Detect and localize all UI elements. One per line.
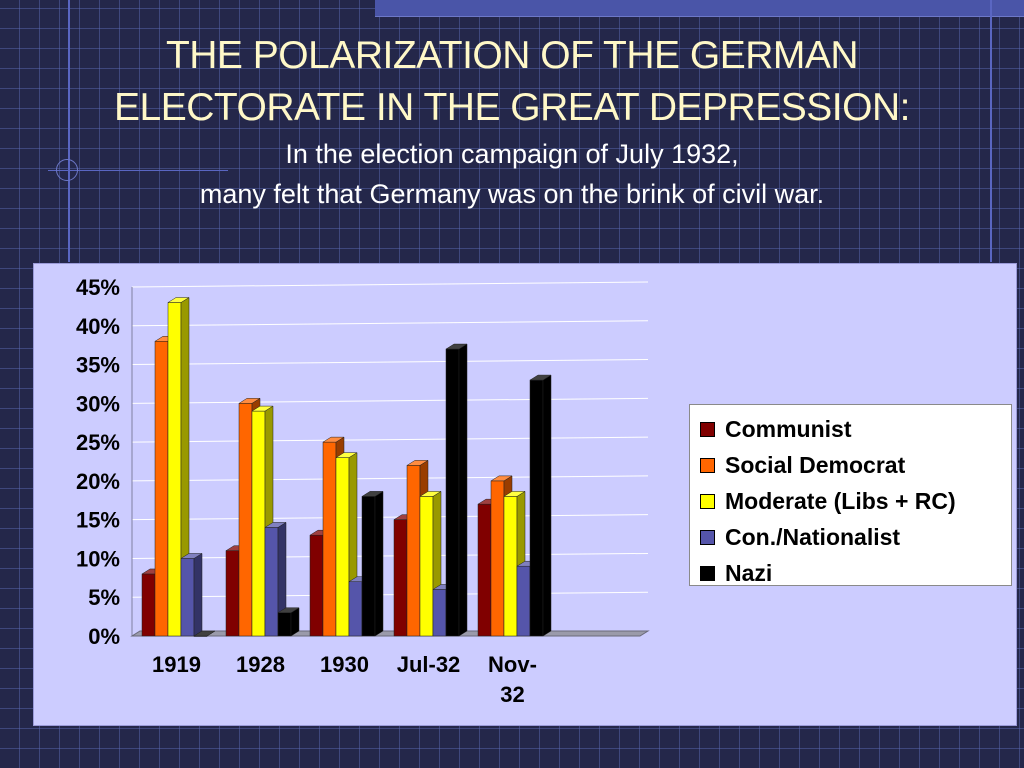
y-tick-label: 35% bbox=[76, 353, 120, 378]
bar bbox=[322, 441, 337, 637]
bar bbox=[419, 496, 434, 637]
bar-top bbox=[180, 553, 203, 559]
legend-label: Con./Nationalist bbox=[725, 523, 901, 550]
bar bbox=[167, 302, 182, 637]
y-tick-label: 40% bbox=[76, 314, 120, 339]
y-tick-label: 10% bbox=[76, 546, 120, 571]
bar-side bbox=[458, 343, 468, 637]
bar bbox=[361, 496, 376, 637]
legend-swatch bbox=[700, 529, 715, 545]
bar bbox=[141, 573, 156, 637]
gridline bbox=[131, 591, 649, 598]
bar-top bbox=[529, 374, 552, 381]
legend-label: Communist bbox=[725, 415, 852, 442]
bar bbox=[477, 503, 492, 637]
bar-top bbox=[251, 405, 274, 412]
bar bbox=[406, 465, 421, 637]
title-line-2: ELECTORATE IN THE GREAT DEPRESSION: bbox=[114, 86, 910, 129]
bar bbox=[490, 480, 505, 637]
bar bbox=[393, 519, 408, 637]
bar-top bbox=[361, 491, 384, 497]
bar bbox=[445, 348, 460, 637]
bar bbox=[348, 581, 363, 637]
bar-top bbox=[503, 491, 526, 497]
x-tick-label: Jul-32 bbox=[397, 652, 461, 677]
legend-swatch bbox=[700, 457, 715, 473]
bar-top bbox=[445, 343, 468, 350]
bar-top bbox=[490, 475, 513, 482]
slide-title: THE POLARIZATION OF THE GERMAN ELECTORAT… bbox=[0, 30, 1024, 214]
gridline bbox=[131, 436, 649, 443]
gridline bbox=[131, 359, 649, 366]
legend-item: Communist bbox=[700, 411, 1011, 447]
x-tick-label: 1919 bbox=[152, 652, 201, 677]
subtitle-line-2: many felt that Germany was on the brink … bbox=[199, 179, 825, 209]
bar bbox=[251, 410, 266, 637]
decorative-strip bbox=[375, 0, 1024, 17]
decorative-line bbox=[68, 0, 70, 262]
bar-top bbox=[322, 436, 345, 443]
gridline bbox=[131, 514, 649, 521]
gridline bbox=[131, 281, 649, 288]
bar bbox=[503, 496, 518, 637]
title-line-1: THE POLARIZATION OF THE GERMAN bbox=[165, 34, 859, 77]
bar bbox=[225, 550, 240, 637]
bar-top bbox=[419, 491, 442, 497]
y-tick-label: 15% bbox=[76, 508, 120, 533]
bar bbox=[309, 534, 324, 637]
gridline bbox=[131, 475, 649, 482]
legend-item: Social Democrat bbox=[700, 447, 1011, 483]
bar bbox=[335, 457, 350, 637]
y-tick-label: 5% bbox=[88, 585, 120, 610]
bar bbox=[180, 558, 195, 637]
y-tick-label: 20% bbox=[76, 469, 120, 494]
bar-top bbox=[264, 522, 287, 528]
bar bbox=[529, 379, 544, 637]
bar-top bbox=[277, 607, 300, 613]
x-tick-label: 1928 bbox=[236, 652, 285, 677]
legend-swatch bbox=[700, 565, 715, 581]
chart-area: 0% 5% 10% 15% 20% 25% 30% 35% 40% 45% 1919 1928 1930… bbox=[33, 263, 1017, 726]
bar bbox=[432, 589, 447, 637]
legend-item: Con./Nationalist bbox=[700, 519, 1011, 555]
bar bbox=[516, 565, 531, 637]
bar-top bbox=[193, 630, 216, 637]
legend-label: Social Democrat bbox=[725, 451, 906, 478]
bar bbox=[264, 527, 279, 637]
gridline bbox=[131, 397, 649, 404]
bar-side bbox=[374, 490, 384, 637]
bar-top bbox=[167, 297, 190, 303]
legend-swatch bbox=[700, 493, 715, 509]
gridline bbox=[131, 552, 649, 559]
bar bbox=[154, 341, 169, 637]
legend-label: Moderate (Libs + RC) bbox=[725, 487, 956, 514]
y-tick-label: 0% bbox=[88, 624, 120, 649]
bar-side bbox=[193, 552, 203, 637]
y-tick-label: 25% bbox=[76, 430, 120, 455]
x-tick-label: Nov-32 bbox=[488, 652, 537, 707]
bar bbox=[277, 612, 292, 637]
decorative-line bbox=[48, 170, 228, 171]
legend-swatch bbox=[700, 421, 715, 437]
x-tick-label: 1930 bbox=[320, 652, 369, 677]
chart-legend: Communist Social Democrat Moderate (Libs +… bbox=[689, 404, 1012, 586]
bar-top bbox=[335, 452, 358, 458]
legend-item: Nazi bbox=[700, 555, 1011, 591]
bar-top bbox=[406, 460, 429, 466]
decorative-line bbox=[990, 0, 992, 262]
gridline bbox=[131, 320, 649, 327]
legend-label: Nazi bbox=[725, 559, 773, 586]
subtitle-line-1: In the election campaign of July 1932, bbox=[285, 139, 739, 169]
bar-chart: 0% 5% 10% 15% 20% 25% 30% 35% 40% 45% 1919 1928 1930… bbox=[76, 275, 650, 707]
bar bbox=[238, 403, 253, 637]
bar-side bbox=[542, 374, 552, 637]
y-tick-label: 30% bbox=[76, 391, 120, 416]
decorative-circle bbox=[56, 159, 78, 181]
y-tick-label: 45% bbox=[76, 275, 120, 300]
bar-top bbox=[238, 398, 261, 404]
legend-item: Moderate (Libs + RC) bbox=[700, 483, 1011, 519]
